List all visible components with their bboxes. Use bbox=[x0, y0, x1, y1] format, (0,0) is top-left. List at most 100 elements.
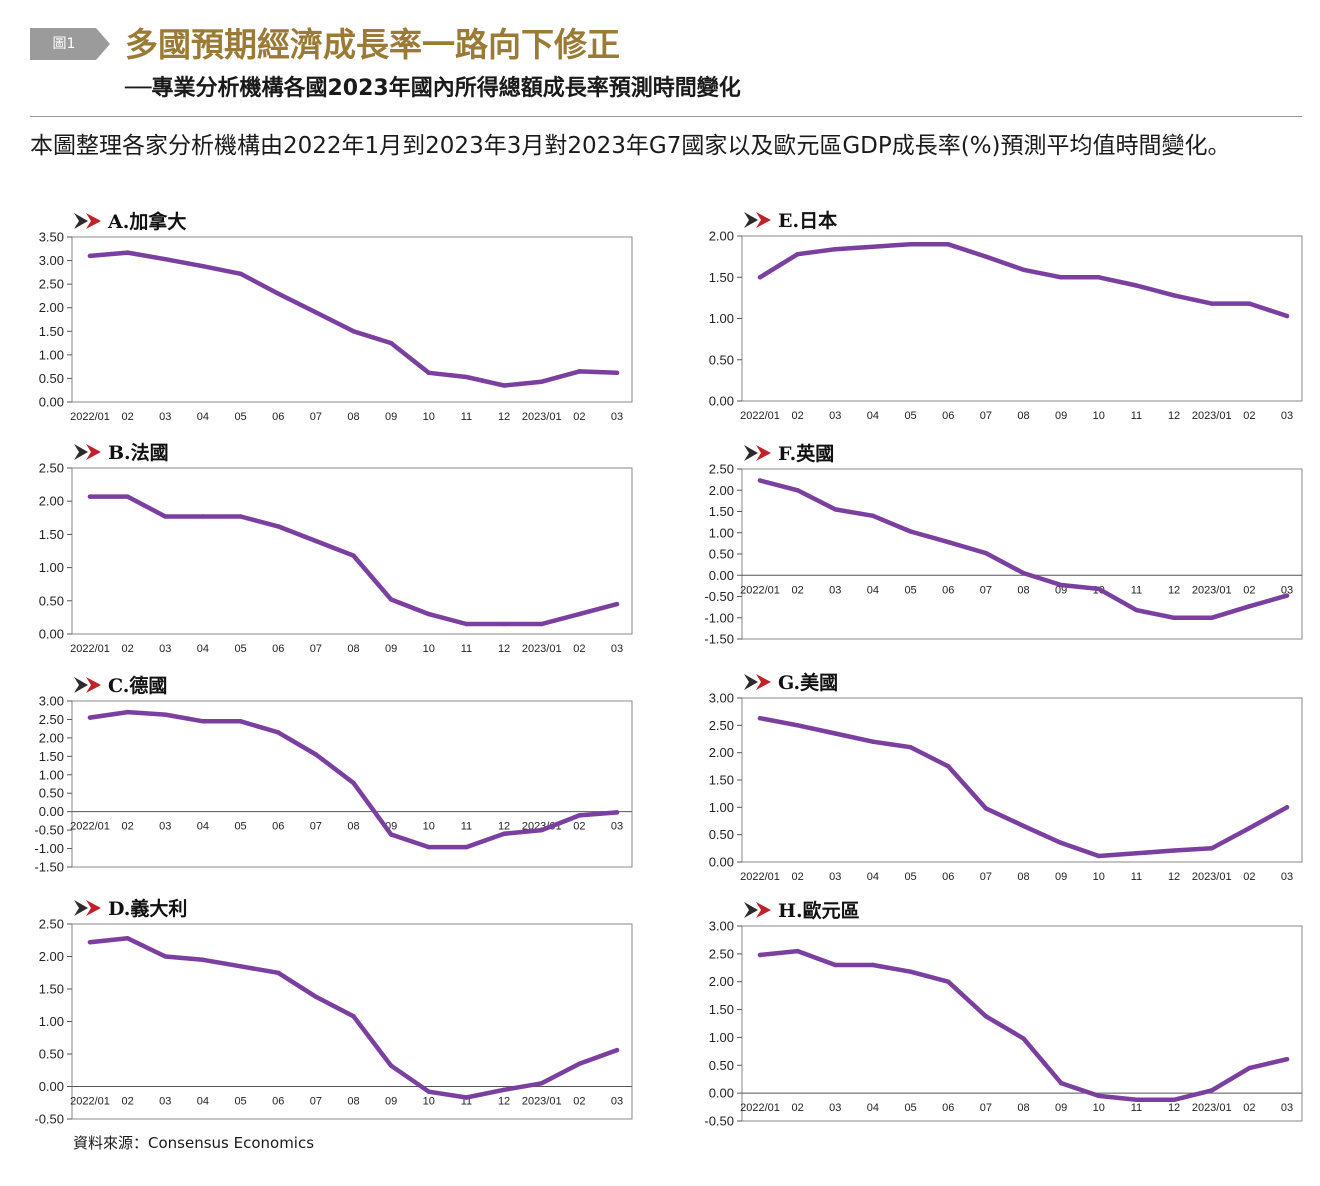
page-title: 多國預期經濟成長率一路向下修正 bbox=[125, 25, 620, 64]
data-point bbox=[1171, 848, 1177, 853]
y-tick-label: -0.50 bbox=[704, 589, 734, 604]
x-tick-label: 03 bbox=[829, 1102, 841, 1114]
data-point bbox=[1284, 593, 1290, 598]
plot-frame bbox=[71, 467, 633, 635]
y-tick-label: 2.50 bbox=[709, 462, 734, 477]
data-point bbox=[870, 244, 876, 249]
data-point bbox=[200, 264, 206, 269]
x-tick-label: 11 bbox=[1131, 584, 1142, 596]
x-tick-label: 07 bbox=[980, 410, 992, 422]
data-point bbox=[1096, 853, 1101, 859]
data-point bbox=[276, 970, 281, 975]
chart-panel-g: 3.00 2.50 2.00 1.50 1.00 0.50 0.00 2022/01 02 03 0… bbox=[709, 671, 1303, 883]
data-point bbox=[125, 494, 130, 499]
data-point bbox=[276, 524, 281, 529]
x-tick-label: 06 bbox=[942, 584, 954, 596]
x-tick-label: 06 bbox=[272, 643, 284, 655]
y-tick-label: 2.00 bbox=[39, 949, 64, 964]
data-point bbox=[1284, 1056, 1290, 1062]
y-tick-label: 0.50 bbox=[39, 1047, 64, 1062]
data-point bbox=[1096, 586, 1101, 592]
x-tick-label: 04 bbox=[197, 1096, 209, 1108]
x-tick-label: 09 bbox=[385, 1096, 397, 1108]
x-tick-label: 2022/01 bbox=[70, 821, 110, 833]
data-point bbox=[577, 611, 582, 617]
double-chevron-icon bbox=[744, 212, 771, 228]
y-tick-label: 1.50 bbox=[39, 982, 64, 997]
x-tick-label: 06 bbox=[942, 410, 954, 422]
data-point bbox=[539, 379, 544, 384]
x-tick-label: 02 bbox=[792, 584, 804, 596]
data-point bbox=[464, 374, 469, 380]
data-point bbox=[501, 831, 507, 836]
x-tick-label: 02 bbox=[792, 871, 804, 883]
y-tick-label: 3.00 bbox=[709, 691, 734, 706]
x-tick-label: 11 bbox=[1131, 871, 1142, 883]
plot-frame bbox=[71, 236, 633, 403]
y-tick-label: -1.50 bbox=[704, 632, 734, 647]
y-tick-label: 0.00 bbox=[709, 568, 734, 583]
x-tick-label: 12 bbox=[498, 411, 510, 423]
data-point bbox=[87, 494, 93, 499]
y-tick-label: 0.50 bbox=[39, 371, 64, 386]
data-point bbox=[1021, 1036, 1026, 1041]
data-point bbox=[908, 745, 913, 750]
x-tick-label: 04 bbox=[867, 584, 879, 596]
data-point bbox=[1284, 805, 1290, 810]
x-tick-label: 02 bbox=[573, 411, 585, 423]
x-tick-label: 05 bbox=[234, 821, 246, 833]
data-point bbox=[426, 370, 431, 375]
y-tick-label: 0.00 bbox=[39, 804, 64, 819]
y-tick-label: 0.00 bbox=[709, 394, 734, 409]
x-tick-label: 09 bbox=[385, 411, 397, 423]
y-tick-label: 3.50 bbox=[39, 230, 64, 245]
y-tick-label: 0.50 bbox=[709, 547, 734, 562]
data-point bbox=[1247, 301, 1252, 306]
x-tick-label: 05 bbox=[904, 1102, 916, 1114]
data-point bbox=[125, 709, 130, 715]
data-point bbox=[795, 251, 800, 257]
page-subtitle: ──專業分析機構各國2023年國內所得總額成長率預測時間變化 bbox=[125, 76, 741, 101]
data-point bbox=[1021, 570, 1026, 576]
x-tick-label: 12 bbox=[498, 821, 510, 833]
x-tick-label: 11 bbox=[461, 643, 472, 655]
x-tick-label: 2022/01 bbox=[70, 411, 110, 423]
data-point bbox=[870, 739, 876, 744]
data-point bbox=[946, 764, 951, 769]
y-tick-label: 2.00 bbox=[39, 300, 64, 315]
x-tick-label: 02 bbox=[1243, 1102, 1255, 1114]
plot-frame bbox=[741, 468, 1303, 640]
data-point bbox=[614, 370, 620, 375]
y-tick-label: 1.00 bbox=[39, 767, 64, 782]
data-point bbox=[757, 275, 763, 280]
data-point bbox=[351, 1014, 356, 1019]
y-tick-label: 0.00 bbox=[39, 627, 64, 642]
data-point bbox=[1058, 1080, 1064, 1086]
data-point bbox=[313, 752, 319, 757]
chart-title: E.日本 bbox=[778, 209, 837, 232]
x-tick-label: 03 bbox=[1281, 584, 1293, 596]
x-tick-label: 06 bbox=[272, 1096, 284, 1108]
x-tick-label: 02 bbox=[573, 821, 585, 833]
double-chevron-icon bbox=[744, 902, 771, 918]
x-tick-label: 08 bbox=[1017, 1102, 1029, 1114]
data-point bbox=[1247, 1065, 1252, 1071]
data-point bbox=[238, 271, 243, 276]
x-tick-label: 12 bbox=[1168, 584, 1180, 596]
x-tick-label: 05 bbox=[234, 643, 246, 655]
data-point bbox=[238, 719, 243, 724]
data-point bbox=[983, 254, 989, 259]
x-tick-label: 11 bbox=[1131, 410, 1142, 422]
data-point bbox=[313, 994, 319, 999]
data-point bbox=[125, 936, 130, 941]
y-tick-label: 1.50 bbox=[709, 504, 734, 519]
x-tick-label: 2022/01 bbox=[70, 643, 110, 655]
data-point bbox=[833, 247, 838, 252]
x-tick-label: 06 bbox=[942, 871, 954, 883]
x-tick-label: 2022/01 bbox=[740, 1102, 780, 1114]
chart-panel-a: 3.50 3.00 2.50 2.00 1.50 1.00 0.50 0.00 2022/01 0… bbox=[39, 210, 633, 423]
x-tick-label: 08 bbox=[347, 1096, 359, 1108]
y-tick-label: 1.00 bbox=[39, 347, 64, 362]
y-tick-label: 2.00 bbox=[709, 229, 734, 244]
y-tick-label: 2.50 bbox=[39, 277, 64, 292]
